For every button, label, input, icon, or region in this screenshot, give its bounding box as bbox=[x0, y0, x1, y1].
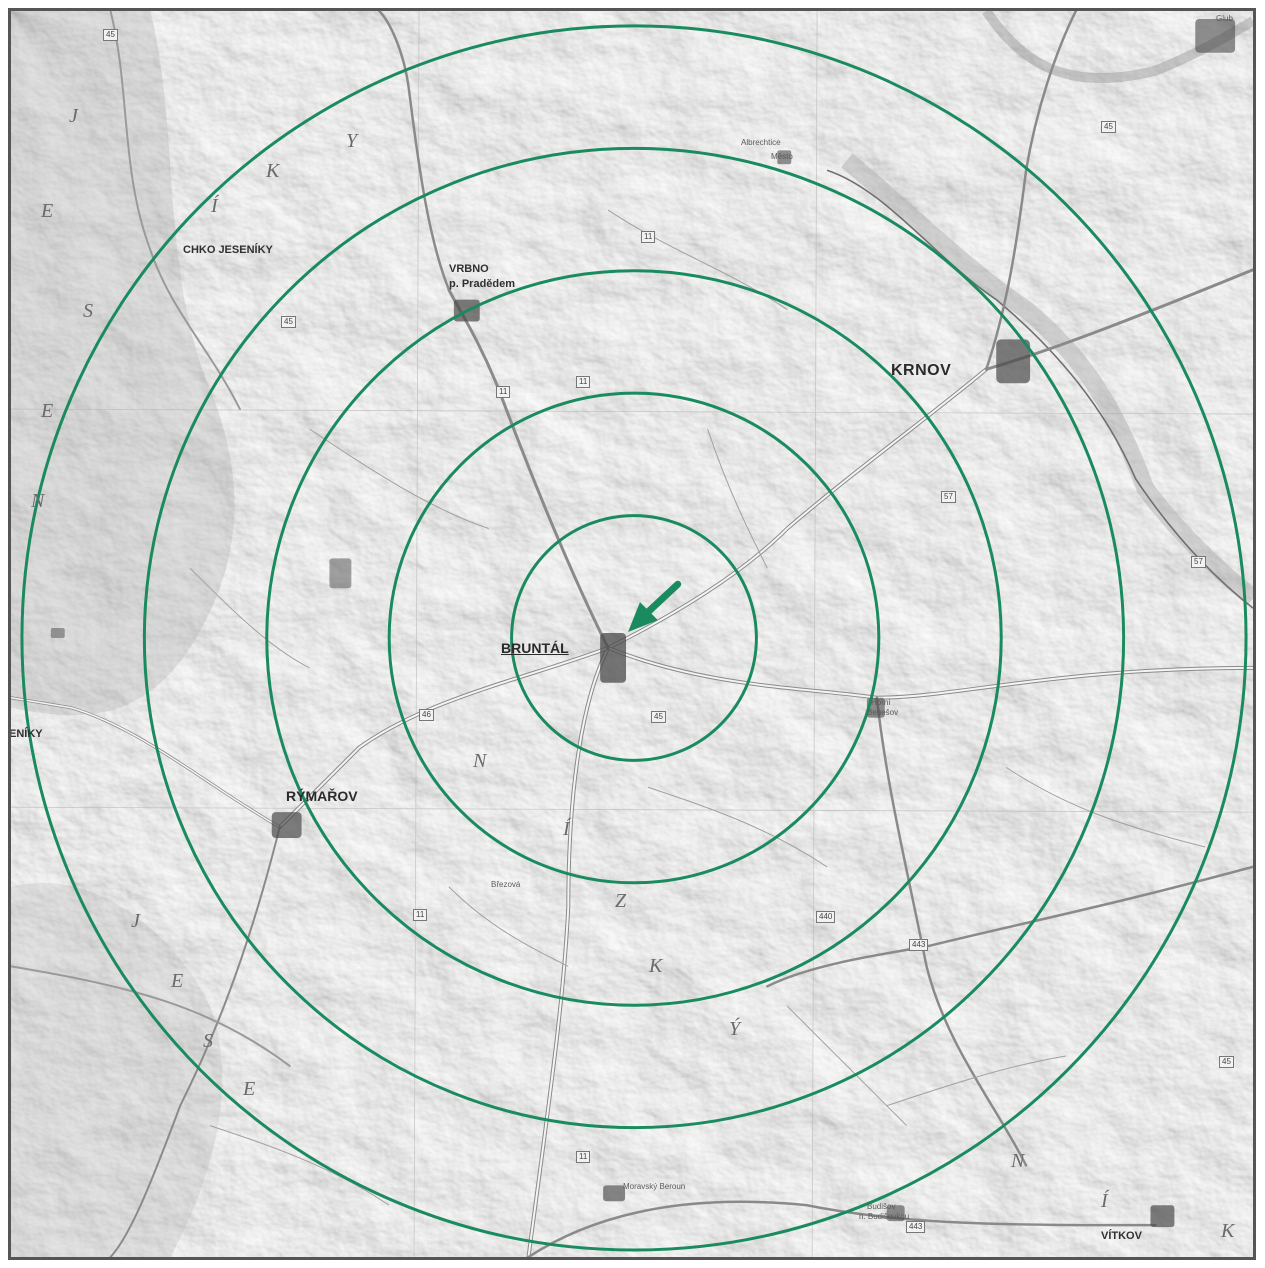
region-letter: S bbox=[83, 300, 93, 322]
map-grid bbox=[11, 11, 1253, 1257]
river-opava bbox=[826, 169, 1253, 609]
road-number: 46 bbox=[419, 709, 434, 721]
place-label-jeseniky-edge: ENÍKY bbox=[9, 728, 43, 740]
road-number: 45 bbox=[103, 29, 118, 41]
region-letter: K bbox=[649, 955, 663, 977]
region-letter: J bbox=[131, 910, 140, 932]
place-label-vrbno[interactable]: VRBNO bbox=[449, 263, 489, 275]
place-label-bruntal[interactable]: BRUNTÁL bbox=[501, 640, 569, 656]
place-label-budisov[interactable]: Budišov bbox=[867, 1202, 896, 1211]
region-letter: Í bbox=[1101, 1190, 1108, 1212]
region-letter: N bbox=[31, 490, 45, 512]
region-letter: E bbox=[171, 970, 184, 992]
region-letter: E bbox=[41, 200, 54, 222]
distance-ring-5 bbox=[20, 24, 1248, 1252]
road-number: 11 bbox=[641, 231, 656, 243]
region-letter: N bbox=[1011, 1150, 1025, 1172]
road-number: 11 bbox=[496, 386, 511, 398]
place-label-budisov-suffix[interactable]: n. Budišovkou bbox=[859, 1212, 910, 1221]
place-label-vrbno-suffix[interactable]: p. Pradědem bbox=[449, 278, 516, 290]
place-label-vitkov[interactable]: VÍTKOV bbox=[1101, 1230, 1142, 1242]
region-letter: Z bbox=[615, 890, 627, 912]
place-label-brezova[interactable]: Březová bbox=[491, 880, 521, 889]
distance-ring-4 bbox=[142, 146, 1126, 1130]
region-letter: Í bbox=[211, 195, 218, 217]
road-number: 57 bbox=[941, 491, 956, 503]
region-letter: E bbox=[243, 1078, 256, 1100]
road-number: 45 bbox=[651, 711, 666, 723]
region-letter: K bbox=[266, 160, 280, 182]
road-number: 45 bbox=[1219, 1056, 1234, 1068]
relief-map[interactable] bbox=[11, 11, 1253, 1257]
region-letter: J bbox=[69, 105, 78, 127]
road-number: 57 bbox=[1191, 556, 1206, 568]
road-number: 440 bbox=[816, 911, 836, 923]
road-number: 443 bbox=[906, 1221, 926, 1233]
road-number: 45 bbox=[1101, 121, 1116, 133]
region-letter: Ý bbox=[729, 1018, 741, 1040]
road-network bbox=[11, 11, 1253, 1257]
place-label-krnov[interactable]: KRNOV bbox=[891, 362, 952, 379]
river-valley-opava bbox=[841, 153, 1253, 606]
distance-ring-1 bbox=[510, 514, 758, 762]
region-letter: S bbox=[203, 1030, 213, 1052]
region-letter: N bbox=[473, 750, 487, 772]
place-label-albrechtice[interactable]: Albrechtice bbox=[741, 138, 781, 147]
settlements bbox=[50, 18, 1236, 1228]
place-label-moravsky-beroun[interactable]: Moravský Beroun bbox=[623, 1182, 686, 1191]
place-label-rymarov[interactable]: RÝMAŘOV bbox=[286, 788, 358, 804]
road-number: 443 bbox=[909, 939, 929, 951]
distance-rings bbox=[20, 24, 1248, 1252]
map-frame: J E S E N Í K Y N Í Z K Ý J E S E N Í K … bbox=[8, 8, 1256, 1260]
place-label-benesov[interactable]: Benešov bbox=[867, 708, 899, 717]
region-letter: Í bbox=[563, 818, 570, 840]
road-number: 11 bbox=[576, 1151, 591, 1163]
place-label-mesto[interactable]: Město bbox=[771, 152, 793, 161]
distance-ring-3 bbox=[265, 269, 1003, 1007]
road-number: 45 bbox=[281, 316, 296, 328]
mountain-shading-west bbox=[11, 11, 235, 716]
region-letter: Y bbox=[346, 130, 358, 152]
location-arrow bbox=[628, 580, 682, 633]
distance-ring-2 bbox=[387, 391, 881, 885]
road-number: 11 bbox=[576, 376, 591, 388]
road-number: 11 bbox=[413, 909, 428, 921]
place-label-horni[interactable]: Horní bbox=[871, 698, 891, 707]
region-letter: E bbox=[41, 400, 54, 422]
region-letter: K bbox=[1221, 1220, 1235, 1242]
place-label-glub[interactable]: Glub bbox=[1216, 14, 1233, 23]
place-label-chko[interactable]: CHKO JESENÍKY bbox=[183, 244, 273, 256]
